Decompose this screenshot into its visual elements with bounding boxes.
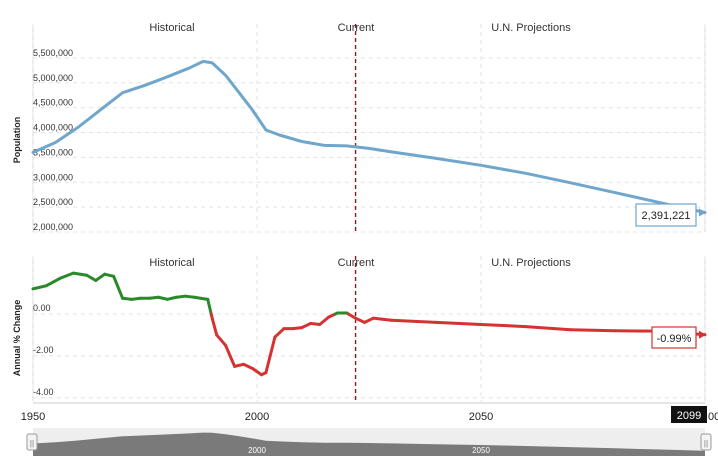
annual-change-segment [210, 316, 219, 337]
annual-change-tooltip-value: -0.99% [657, 333, 692, 345]
annual-change-segment [318, 315, 331, 326]
section-label: Historical [149, 257, 194, 269]
annual-change-segment [165, 295, 178, 301]
annual-change-segment [94, 272, 107, 282]
annual-change-segment [524, 325, 573, 332]
population-panel: 2,000,000 2,500,000 3,000,000 3,500,000 4,00… [12, 22, 707, 233]
population-end-marker [699, 208, 706, 217]
navigator-label: 2000 [248, 446, 266, 455]
y-tick-label: 3,500,000 [33, 147, 73, 157]
y-tick-label: 2,000,000 [33, 222, 73, 232]
section-label: U.N. Projections [491, 22, 571, 34]
annual-change-segment [147, 295, 160, 300]
annual-change-segment [291, 326, 304, 331]
annual-change-segment [206, 297, 213, 316]
annual-change-segment [183, 294, 196, 299]
annual-change-segment [233, 362, 246, 368]
annual-change-segment [434, 320, 483, 326]
annual-change-segment [363, 316, 375, 324]
y-tick-label: 4,500,000 [33, 98, 73, 108]
range-navigator[interactable]: 2000 2050 || || [26, 428, 712, 456]
annual-change-segment [58, 271, 75, 280]
x-tick-label-clipped: 00 [708, 411, 718, 423]
annual-change-segment [371, 316, 393, 322]
y-tick-label: -4.00 [33, 387, 54, 397]
annual-change-segment [31, 284, 48, 291]
annual-change-segment [130, 296, 143, 301]
population-tooltip-value: 2,391,221 [642, 210, 691, 222]
y-axis-title: Annual % Change [12, 300, 22, 377]
navigator-right-handle-grip: || [704, 439, 708, 448]
population-tooltip-box [635, 203, 697, 227]
annual-change-segment [264, 335, 277, 375]
y-tick-label: 4,000,000 [33, 123, 73, 133]
y-tick-label: 5,500,000 [33, 48, 73, 58]
y-tick-label: 5,000,000 [33, 73, 73, 83]
navigator-right-handle[interactable] [700, 433, 712, 451]
annual-change-segment [224, 343, 237, 368]
annual-change-segment [192, 295, 210, 301]
annual-change-segment [121, 296, 134, 301]
x-crosshair-label: 2099 [677, 410, 701, 422]
navigator-left-handle-grip: || [30, 439, 34, 448]
y-tick-label: 3,000,000 [33, 172, 73, 182]
x-tick-label: 2000 [245, 411, 269, 423]
annual-change-segment [309, 321, 322, 326]
y-tick-label: 2,500,000 [33, 197, 73, 207]
x-tick-label: 2050 [469, 411, 493, 423]
annual-change-segment [354, 316, 367, 324]
annual-change-segment [44, 276, 62, 288]
annual-change-end-marker [699, 330, 706, 339]
annual-change-segment [479, 322, 528, 329]
navigator-label: 2050 [472, 446, 490, 455]
annual-change-segment [85, 273, 98, 282]
y-axis-title: Population [12, 117, 22, 164]
x-axis: 1950 2000 2050 2099 00 [21, 402, 718, 423]
section-label: U.N. Projections [491, 257, 571, 269]
y-tick-label: 0.00 [33, 303, 51, 313]
annual-change-segment [71, 271, 89, 277]
annual-change-segment [112, 274, 125, 300]
annual-change-segment [300, 321, 313, 330]
x-crosshair-badge [671, 406, 707, 423]
y-tick-label: -2.00 [33, 345, 54, 355]
section-label: Historical [149, 22, 194, 34]
population-series-line [31, 59, 707, 214]
annual-change-segment [251, 366, 263, 377]
annual-change-segment [215, 333, 228, 347]
navigator-series-area [33, 432, 705, 456]
x-tick-label: 1950 [21, 411, 45, 423]
annual-change-segment [174, 294, 187, 299]
annual-change-segment [569, 328, 617, 333]
annual-change-segment [156, 295, 169, 301]
annual-change-segment [389, 318, 438, 324]
annual-change-tooltip-box [651, 326, 697, 349]
annual-change-segment [103, 272, 116, 278]
navigator-left-handle[interactable] [26, 433, 38, 451]
annual-change-segment [242, 362, 255, 370]
annual-change-segment [273, 327, 286, 339]
